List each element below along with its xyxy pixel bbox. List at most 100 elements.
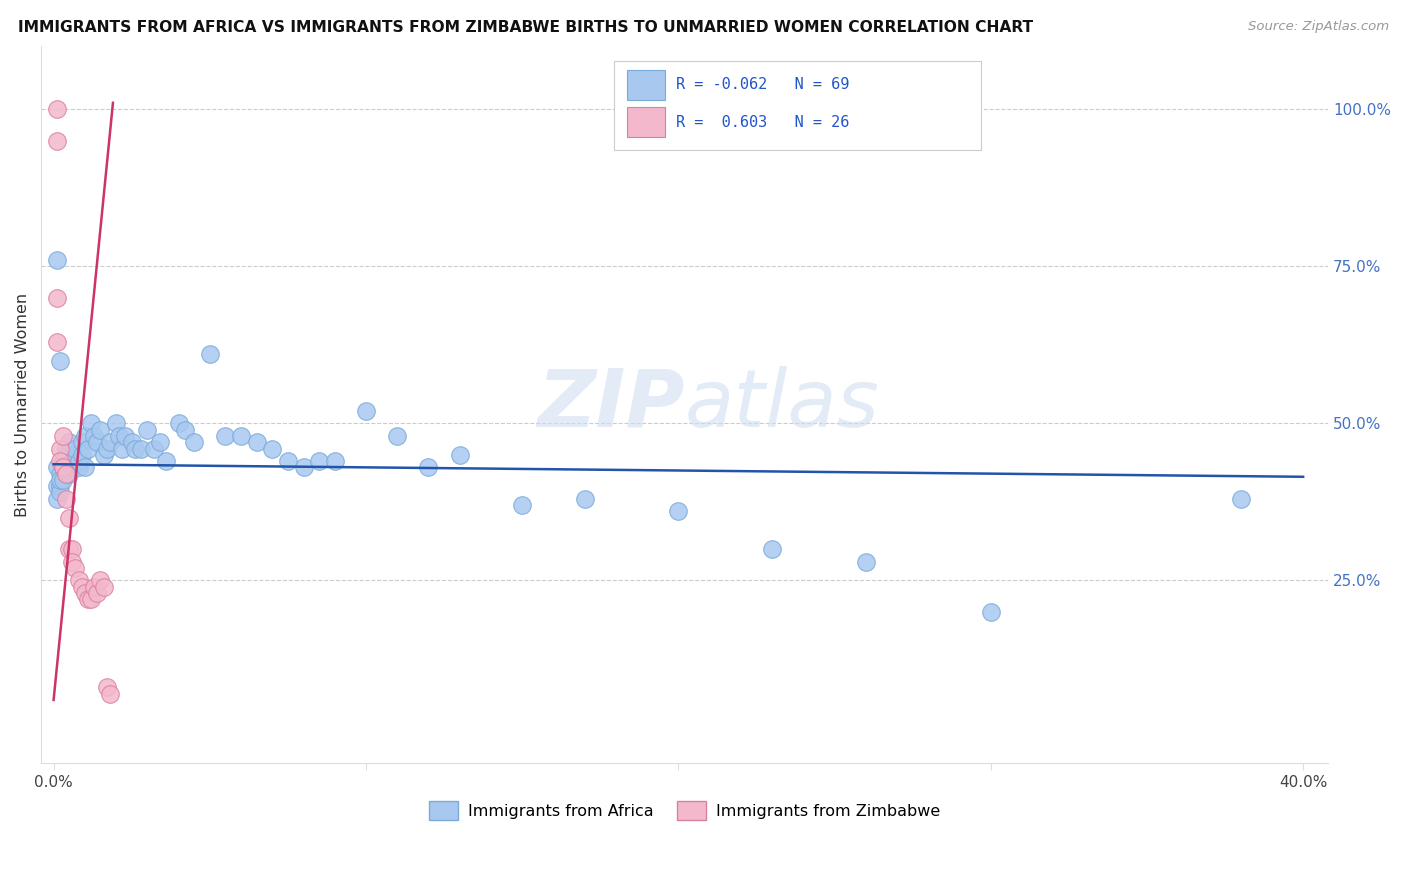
Bar <box>627 107 665 137</box>
Point <box>98 687 121 701</box>
Point <box>58 510 80 524</box>
Point <box>45 334 67 349</box>
Point <box>49 479 72 493</box>
Point <box>58 467 80 481</box>
Point <box>167 417 190 431</box>
Point <box>96 442 118 456</box>
Point <box>60 460 83 475</box>
FancyBboxPatch shape <box>614 61 980 150</box>
Text: R = -0.062   N = 69: R = -0.062 N = 69 <box>676 78 849 93</box>
Point <box>229 429 252 443</box>
Point <box>418 460 440 475</box>
Point <box>98 435 121 450</box>
Point <box>111 442 134 456</box>
Point <box>65 448 87 462</box>
Point <box>308 454 330 468</box>
Point <box>124 442 146 456</box>
Point <box>183 435 205 450</box>
Point <box>45 291 67 305</box>
Point <box>86 586 108 600</box>
Point <box>83 429 105 443</box>
Point <box>55 442 77 456</box>
Point <box>93 448 115 462</box>
Point <box>108 429 131 443</box>
Point <box>136 423 159 437</box>
Point <box>60 555 83 569</box>
Point <box>49 473 72 487</box>
Point <box>65 561 87 575</box>
Point <box>73 429 96 443</box>
Point <box>55 467 77 481</box>
Text: IMMIGRANTS FROM AFRICA VS IMMIGRANTS FROM ZIMBABWE BIRTHS TO UNMARRIED WOMEN COR: IMMIGRANTS FROM AFRICA VS IMMIGRANTS FRO… <box>18 20 1033 35</box>
Point <box>73 460 96 475</box>
Point <box>214 429 236 443</box>
Point <box>55 491 77 506</box>
Point <box>96 681 118 695</box>
Point <box>121 435 143 450</box>
Point <box>60 542 83 557</box>
Point <box>142 442 165 456</box>
Y-axis label: Births to Unmarried Women: Births to Unmarried Women <box>15 293 30 516</box>
Point <box>262 442 284 456</box>
Point <box>45 252 67 267</box>
Text: R =  0.603   N = 26: R = 0.603 N = 26 <box>676 115 849 129</box>
Point <box>52 473 75 487</box>
Point <box>198 347 221 361</box>
Point <box>510 498 533 512</box>
Point <box>52 429 75 443</box>
Point <box>574 491 596 506</box>
Point <box>52 454 75 468</box>
Point <box>49 442 72 456</box>
Point <box>80 592 103 607</box>
Point <box>49 454 72 468</box>
Point <box>55 448 77 462</box>
Point <box>89 423 111 437</box>
Point <box>292 460 315 475</box>
Point <box>980 605 1002 619</box>
Point <box>60 454 83 468</box>
Point <box>55 460 77 475</box>
Point <box>89 574 111 588</box>
Point <box>323 454 346 468</box>
Point <box>67 460 90 475</box>
Point <box>855 555 877 569</box>
Point <box>80 417 103 431</box>
Point <box>277 454 299 468</box>
Point <box>45 102 67 116</box>
Text: ZIP: ZIP <box>537 366 685 443</box>
Legend: Immigrants from Africa, Immigrants from Zimbabwe: Immigrants from Africa, Immigrants from … <box>423 794 946 827</box>
Point <box>666 504 689 518</box>
Point <box>1229 491 1251 506</box>
Point <box>49 353 72 368</box>
Point <box>45 134 67 148</box>
Point <box>52 460 75 475</box>
Point <box>155 454 177 468</box>
Point <box>114 429 136 443</box>
Bar <box>627 70 665 100</box>
Point <box>58 542 80 557</box>
Point <box>246 435 269 450</box>
Point <box>105 417 128 431</box>
Point <box>49 467 72 481</box>
Point <box>354 404 377 418</box>
Point <box>77 592 100 607</box>
Point <box>387 429 409 443</box>
Point <box>83 580 105 594</box>
Point <box>70 580 93 594</box>
Point <box>129 442 152 456</box>
Point <box>449 448 471 462</box>
Point <box>761 542 783 557</box>
Point <box>67 454 90 468</box>
Text: Source: ZipAtlas.com: Source: ZipAtlas.com <box>1249 20 1389 33</box>
Point <box>93 580 115 594</box>
Point <box>73 586 96 600</box>
Point <box>65 442 87 456</box>
Text: atlas: atlas <box>685 366 879 443</box>
Point <box>173 423 195 437</box>
Point <box>70 435 93 450</box>
Point <box>45 479 67 493</box>
Point <box>86 435 108 450</box>
Point <box>45 491 67 506</box>
Point <box>67 574 90 588</box>
Point <box>45 460 67 475</box>
